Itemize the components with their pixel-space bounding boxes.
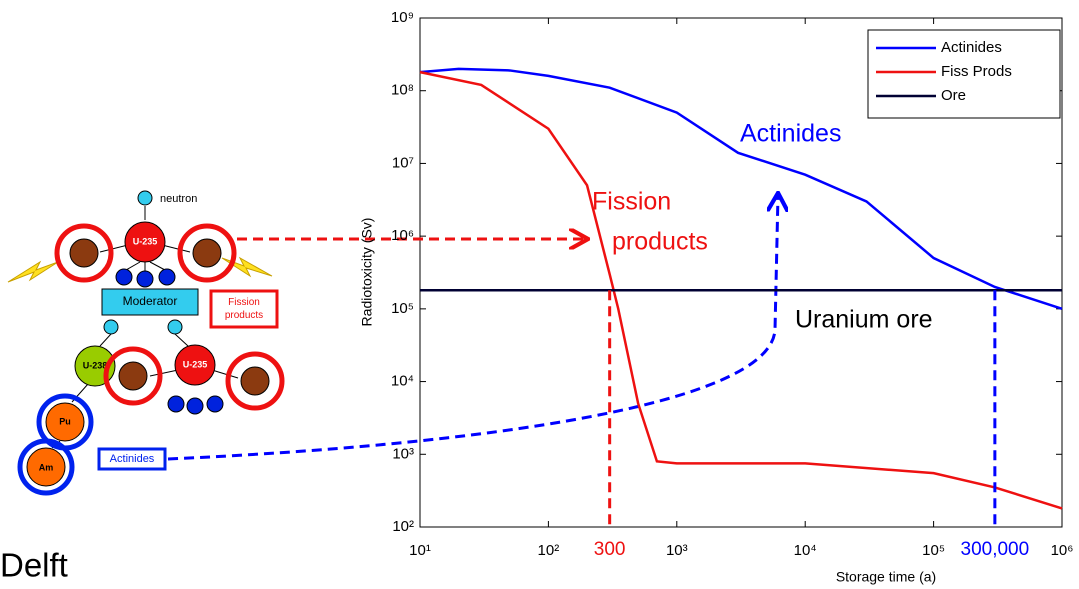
annotation: products	[612, 228, 708, 256]
x-tick-label: 10³	[666, 542, 688, 559]
y-tick-label: 10⁵	[391, 300, 414, 317]
annotation: Fission	[592, 188, 671, 216]
x-tick-label: 10⁴	[794, 542, 817, 559]
y-tick-label: 10⁷	[392, 154, 414, 171]
footer: Delft	[0, 547, 68, 584]
label: Fission products	[213, 293, 275, 322]
annotation: Actinides	[740, 120, 841, 148]
legend-label: Actinides	[941, 39, 1002, 56]
x-tick-label: 10⁶	[1051, 542, 1074, 559]
y-tick-label: 10⁶	[391, 227, 414, 244]
slide: neutron U-235 Moderator Fission products…	[0, 0, 1079, 589]
y-tick-label: 10⁴	[391, 373, 414, 390]
y-tick-label: 10⁹	[391, 9, 414, 26]
label: U-235	[133, 236, 158, 246]
y-axis-label: Radiotoxicity (Sv)	[359, 218, 375, 327]
label: U-235	[183, 359, 208, 369]
label: Am	[39, 462, 54, 472]
x-tick-label: 10¹	[409, 542, 431, 559]
x-axis-label: Storage time (a)	[836, 569, 936, 585]
y-tick-label: 10²	[392, 518, 414, 535]
label: Moderator	[123, 294, 178, 308]
marker-label: 300,000	[961, 539, 1030, 560]
label: Actinides	[110, 453, 155, 465]
x-tick-label: 10⁵	[922, 542, 945, 559]
annotation: Uranium ore	[795, 306, 933, 334]
x-tick-label: 10²	[538, 542, 560, 559]
label: neutron	[160, 193, 197, 205]
label: Pu	[59, 416, 71, 426]
label: U-238	[83, 360, 108, 370]
legend-label: Fiss Prods	[941, 63, 1012, 80]
marker-label: 300	[594, 539, 626, 560]
y-tick-label: 10³	[392, 445, 414, 462]
legend-label: Ore	[941, 87, 966, 104]
fission-diagram: neutron U-235 Moderator Fission products…	[8, 191, 282, 493]
y-tick-label: 10⁸	[391, 82, 414, 99]
